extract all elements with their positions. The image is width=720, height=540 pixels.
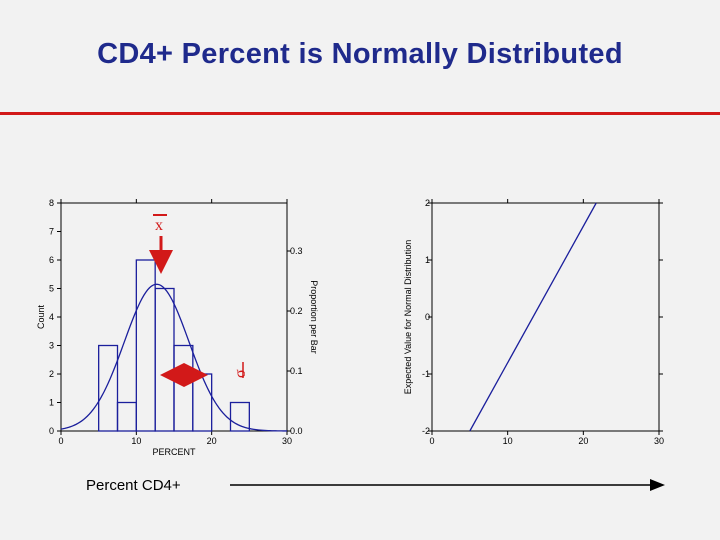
hist-y2-tick-label: 0.3 bbox=[290, 246, 303, 256]
hist-x-tick-label: 10 bbox=[131, 436, 141, 446]
hist-y-tick-label: 6 bbox=[49, 255, 54, 265]
sd-symbol: σ bbox=[232, 369, 249, 378]
hist-x-axis-title: PERCENT bbox=[152, 447, 196, 457]
hist-y2-tick-label: 0.1 bbox=[290, 366, 303, 376]
hist-y-tick-label: 0 bbox=[49, 426, 54, 436]
hist-y2-tick-label: 0.2 bbox=[290, 306, 303, 316]
histogram-bar bbox=[173, 344, 194, 432]
normal-probability-chart: 0 10 20 30 -2 -1 0 1 2 Expected Value for Normal … bbox=[403, 198, 664, 446]
normal-curve bbox=[60, 283, 288, 432]
hist-y-tick-label: 5 bbox=[49, 284, 54, 294]
slide-title: CD4+ Percent is Normally Distributed bbox=[97, 38, 623, 70]
sd-annotation: σ bbox=[160, 362, 249, 387]
qq-x-tick-label: 10 bbox=[503, 436, 513, 446]
histogram-chart: 0 10 20 30 0 1 2 3 4 5 6 7 8 0.0 0.1 0.2 0.3 PERCENT Count… bbox=[36, 198, 319, 457]
hist-y2-tick-label: 0.0 bbox=[290, 426, 303, 436]
qq-y-axis-title: Expected Value for Normal Distribution bbox=[403, 240, 413, 394]
mean-symbol: x bbox=[155, 217, 163, 234]
qq-y-tick-label: -1 bbox=[422, 369, 430, 379]
qq-x-tick-label: 0 bbox=[429, 436, 434, 446]
hist-x-tick-label: 0 bbox=[58, 436, 63, 446]
qq-y-tick-label: 0 bbox=[425, 312, 430, 322]
hist-y-axis-title: Count bbox=[36, 305, 46, 330]
histogram-bar bbox=[98, 344, 119, 432]
hist-x-tick-label: 20 bbox=[207, 436, 217, 446]
qq-y-tick-label: 2 bbox=[425, 198, 430, 208]
qq-y-tick-label: -2 bbox=[422, 426, 430, 436]
hist-y-tick-label: 4 bbox=[49, 312, 54, 322]
qq-x-tick-label: 30 bbox=[654, 436, 664, 446]
qq-plot-frame bbox=[431, 202, 660, 432]
histogram-bar bbox=[116, 401, 137, 432]
hist-y2-axis-title: Proportion per Bar bbox=[309, 280, 319, 354]
title-divider bbox=[0, 112, 720, 115]
hist-x-tick-label: 30 bbox=[282, 436, 292, 446]
histogram-bar bbox=[229, 401, 250, 432]
qq-y-tick-label: 1 bbox=[425, 255, 430, 265]
qq-series-line bbox=[469, 202, 597, 432]
hist-y-tick-label: 7 bbox=[49, 227, 54, 237]
qq-x-tick-label: 20 bbox=[578, 436, 588, 446]
hist-y-tick-label: 8 bbox=[49, 198, 54, 208]
caption-label: Percent CD4+ bbox=[86, 477, 181, 494]
hist-y-tick-label: 3 bbox=[49, 341, 54, 351]
hist-y-tick-label: 2 bbox=[49, 369, 54, 379]
histogram-bar bbox=[154, 287, 175, 432]
hist-y-tick-label: 1 bbox=[49, 398, 54, 408]
mean-annotation: x bbox=[149, 214, 173, 274]
histogram-bar bbox=[192, 373, 213, 432]
